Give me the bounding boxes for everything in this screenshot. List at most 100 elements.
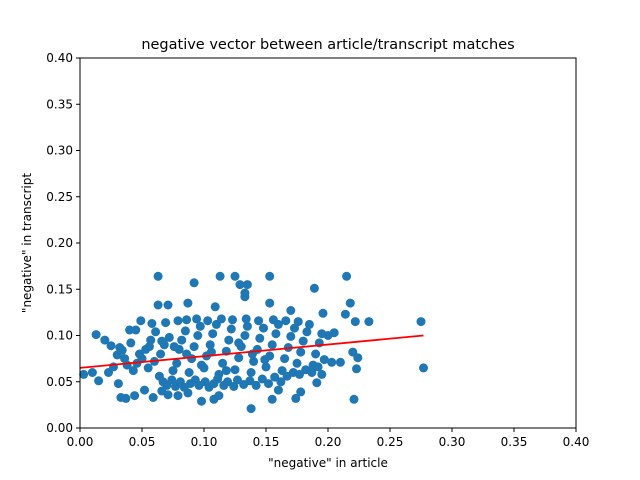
data-point — [223, 377, 233, 387]
data-point — [265, 298, 275, 308]
data-point — [242, 280, 252, 290]
data-point — [245, 376, 255, 386]
data-point — [254, 316, 264, 326]
data-point — [251, 380, 261, 390]
x-tick-label: 0.15 — [253, 435, 280, 449]
data-point — [353, 353, 363, 363]
data-point — [148, 393, 158, 402]
y-tick-label: 0.40 — [46, 51, 73, 65]
x-tick-label: 0.00 — [67, 435, 94, 449]
data-point — [349, 394, 359, 404]
data-point — [261, 362, 271, 372]
data-point — [153, 300, 163, 310]
data-point — [304, 319, 314, 329]
data-point — [210, 302, 220, 312]
data-point — [280, 354, 290, 364]
data-point — [345, 298, 355, 308]
data-point — [298, 336, 308, 346]
data-point — [292, 358, 302, 368]
data-point — [233, 375, 242, 385]
data-point — [172, 358, 182, 368]
data-point — [291, 393, 301, 403]
data-point — [205, 340, 215, 350]
data-point — [151, 327, 161, 337]
data-point — [140, 385, 149, 395]
data-point — [317, 369, 327, 379]
data-point — [197, 360, 206, 370]
chart-title: negative vector between article/transcri… — [141, 37, 514, 53]
data-point — [189, 342, 199, 352]
data-point — [416, 317, 426, 327]
data-point — [240, 331, 250, 340]
data-point — [249, 356, 259, 366]
data-point — [276, 377, 286, 387]
data-point — [293, 317, 303, 327]
data-point — [329, 328, 339, 338]
data-point — [91, 330, 101, 340]
data-point — [286, 331, 296, 341]
data-point — [143, 363, 153, 373]
data-point — [235, 280, 245, 290]
y-tick-label: 0.35 — [46, 97, 73, 111]
y-axis-label: "negative" in transcript — [20, 173, 34, 313]
data-point — [296, 387, 306, 397]
data-point — [342, 271, 352, 281]
data-point — [164, 332, 174, 342]
data-point — [100, 335, 110, 345]
data-point — [234, 353, 244, 363]
data-point — [208, 329, 218, 339]
data-point — [189, 278, 199, 288]
data-point — [286, 306, 296, 315]
x-tick-label: 0.05 — [129, 435, 156, 449]
data-point — [228, 315, 237, 325]
data-point — [192, 314, 202, 324]
data-point — [163, 390, 173, 400]
data-point — [312, 378, 322, 388]
data-point — [230, 365, 240, 375]
data-point — [311, 349, 321, 359]
data-point — [182, 349, 192, 359]
data-point — [259, 323, 268, 333]
x-tick-label: 0.20 — [315, 435, 342, 449]
data-point — [130, 391, 140, 401]
data-point — [246, 404, 256, 414]
data-point — [281, 316, 291, 326]
data-point — [203, 316, 213, 326]
y-tick-label: 0.20 — [46, 236, 73, 250]
y-tick-label: 0.05 — [46, 375, 73, 389]
data-point — [135, 349, 144, 359]
y-tick-label: 0.30 — [46, 144, 73, 158]
data-point — [224, 335, 234, 345]
data-point — [241, 314, 251, 324]
data-point — [260, 355, 270, 365]
data-point — [319, 355, 329, 365]
data-point — [302, 327, 312, 337]
data-point — [273, 385, 283, 395]
data-point — [265, 271, 275, 281]
data-point — [180, 326, 190, 336]
data-point — [215, 271, 225, 281]
data-point — [271, 329, 281, 339]
x-tick-label: 0.35 — [501, 435, 528, 449]
data-point — [168, 366, 178, 376]
data-point — [307, 368, 317, 377]
x-tick-label: 0.10 — [191, 435, 218, 449]
data-point — [296, 347, 306, 357]
data-point — [419, 363, 428, 373]
data-point — [206, 347, 216, 357]
data-point — [136, 316, 146, 326]
data-point — [94, 376, 104, 386]
data-point — [213, 374, 223, 384]
data-point — [144, 342, 154, 352]
data-point — [184, 368, 194, 377]
data-point — [264, 379, 273, 389]
data-point — [364, 317, 374, 327]
data-point — [327, 357, 337, 367]
data-point — [257, 374, 267, 384]
y-tick-label: 0.15 — [46, 282, 73, 296]
data-point — [195, 321, 205, 331]
data-point — [197, 396, 206, 406]
data-point — [317, 329, 327, 339]
plot-frame — [79, 57, 577, 429]
data-point — [352, 364, 361, 374]
